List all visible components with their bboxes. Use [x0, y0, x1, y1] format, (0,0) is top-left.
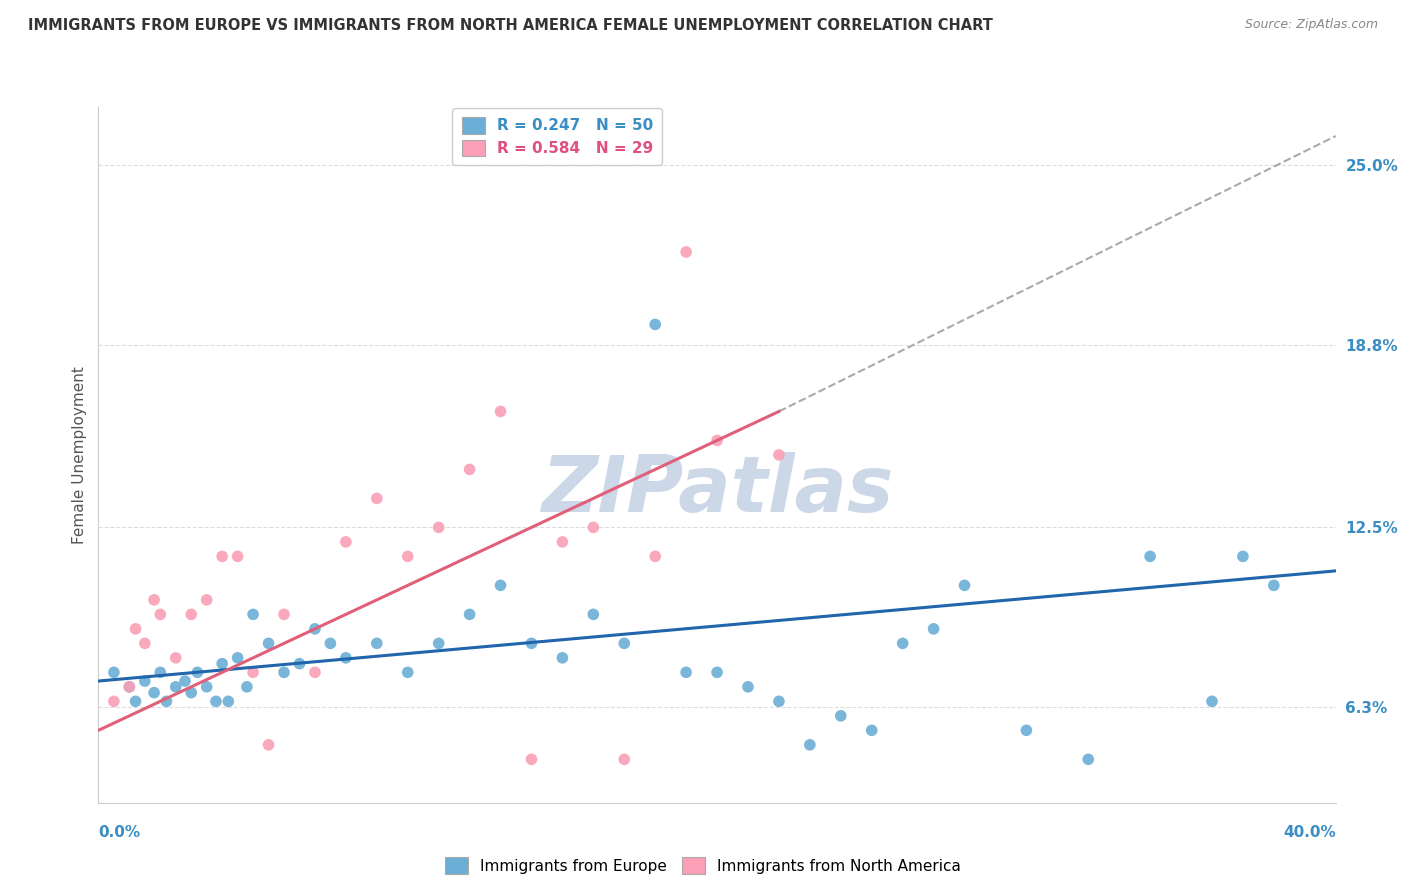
Point [335, 651, 357, 665]
Point [830, 708, 852, 723]
Point [124, 694, 146, 708]
Point [304, 622, 326, 636]
Point [226, 651, 249, 665]
Point [124, 622, 146, 636]
Point [396, 665, 419, 680]
Point [211, 549, 233, 564]
Text: ZIPatlas: ZIPatlas [541, 451, 893, 528]
Point [149, 607, 172, 622]
Point [165, 680, 187, 694]
Point [860, 723, 883, 738]
Point [205, 694, 228, 708]
Point [891, 636, 914, 650]
Point [613, 752, 636, 766]
Point [273, 607, 295, 622]
Point [242, 665, 264, 680]
Point [1077, 752, 1099, 766]
Point [186, 665, 208, 680]
Point [195, 680, 218, 694]
Point [582, 520, 605, 534]
Text: IMMIGRANTS FROM EUROPE VS IMMIGRANTS FROM NORTH AMERICA FEMALE UNEMPLOYMENT CORR: IMMIGRANTS FROM EUROPE VS IMMIGRANTS FRO… [28, 18, 993, 33]
Point [613, 636, 636, 650]
Point [103, 665, 125, 680]
Point [1263, 578, 1285, 592]
Point [427, 636, 450, 650]
Point [174, 674, 197, 689]
Point [489, 578, 512, 592]
Point [236, 680, 259, 694]
Point [1015, 723, 1038, 738]
Point [799, 738, 821, 752]
Point [180, 607, 202, 622]
Point [304, 665, 326, 680]
Point [180, 686, 202, 700]
Point [257, 738, 280, 752]
Point [396, 549, 419, 564]
Point [675, 244, 697, 259]
Text: Source: ZipAtlas.com: Source: ZipAtlas.com [1244, 18, 1378, 31]
Point [149, 665, 172, 680]
Point [273, 665, 295, 680]
Point [143, 686, 166, 700]
Legend: Immigrants from Europe, Immigrants from North America: Immigrants from Europe, Immigrants from … [439, 851, 967, 880]
Point [953, 578, 976, 592]
Point [737, 680, 759, 694]
Text: 40.0%: 40.0% [1282, 825, 1336, 840]
Point [1232, 549, 1254, 564]
Point [706, 665, 728, 680]
Point [644, 318, 666, 332]
Point [922, 622, 945, 636]
Point [1201, 694, 1223, 708]
Point [582, 607, 605, 622]
Legend: R = 0.247   N = 50, R = 0.584   N = 29: R = 0.247 N = 50, R = 0.584 N = 29 [453, 108, 662, 166]
Point [520, 636, 543, 650]
Point [644, 549, 666, 564]
Point [118, 680, 141, 694]
Point [520, 752, 543, 766]
Point [706, 434, 728, 448]
Point [211, 657, 233, 671]
Point [134, 636, 156, 650]
Point [257, 636, 280, 650]
Point [165, 651, 187, 665]
Point [103, 694, 125, 708]
Point [118, 680, 141, 694]
Point [366, 636, 388, 650]
Point [335, 534, 357, 549]
Point [768, 694, 790, 708]
Point [288, 657, 311, 671]
Point [489, 404, 512, 418]
Point [427, 520, 450, 534]
Point [366, 491, 388, 506]
Y-axis label: Female Unemployment: Female Unemployment [72, 366, 87, 544]
Point [675, 665, 697, 680]
Point [134, 674, 156, 689]
Point [319, 636, 342, 650]
Point [242, 607, 264, 622]
Point [551, 651, 574, 665]
Point [768, 448, 790, 462]
Text: 0.0%: 0.0% [98, 825, 141, 840]
Point [458, 462, 481, 476]
Point [551, 534, 574, 549]
Point [143, 592, 166, 607]
Point [217, 694, 239, 708]
Point [195, 592, 218, 607]
Point [155, 694, 177, 708]
Point [1139, 549, 1161, 564]
Point [226, 549, 249, 564]
Point [458, 607, 481, 622]
